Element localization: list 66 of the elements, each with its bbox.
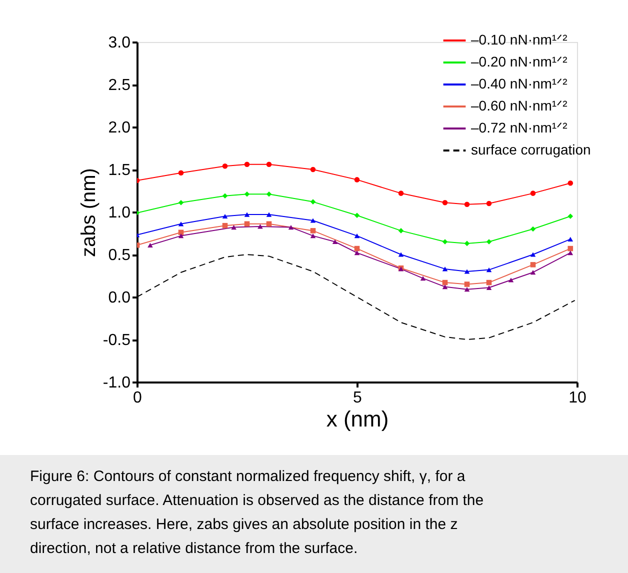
point <box>310 234 316 238</box>
point <box>244 162 250 168</box>
point <box>310 228 316 234</box>
point <box>464 282 470 287</box>
point <box>148 242 153 248</box>
point <box>222 214 228 219</box>
point <box>231 225 236 230</box>
legend-label: surface corrugation <box>471 142 591 158</box>
y-tick-label: 3.0 <box>108 34 131 52</box>
point <box>464 287 470 292</box>
point <box>464 269 470 274</box>
x-axis-title: x (nm) <box>326 406 389 432</box>
point <box>486 285 492 290</box>
point <box>354 177 360 182</box>
y-tick-label: 1.5 <box>108 162 131 179</box>
y-tick-label: -0.5 <box>102 332 131 349</box>
point <box>442 266 448 272</box>
point <box>244 212 250 217</box>
x-tick-label: 5 <box>353 390 362 406</box>
point <box>442 284 448 290</box>
point <box>398 190 404 196</box>
point <box>354 250 360 256</box>
y-tick-label: 2.0 <box>108 120 131 136</box>
y-tick-label: 0.5 <box>108 247 131 264</box>
point <box>530 262 536 268</box>
legend-label: –0.60 nN·nm¹ᐟ² <box>471 98 568 114</box>
point <box>178 170 184 176</box>
point <box>530 252 536 257</box>
y-tick-label: 0.0 <box>108 290 131 306</box>
x-tick-label: 0 <box>133 390 142 406</box>
y-tick-label: 1.0 <box>108 204 131 222</box>
point <box>568 180 574 186</box>
caption: Figure 6: Contours of constant normalized frequency shift, γ, for a corrugated surface. Attenuation is observed as the distance from the surface increases. Here, zabs gives an absolute position in the z direction, not a relative distance from the surface. <box>30 468 484 557</box>
point <box>354 212 360 218</box>
point <box>442 200 448 206</box>
point <box>332 239 338 244</box>
x-tick-label: 10 <box>568 390 586 406</box>
point <box>568 236 574 242</box>
legend-label: –0.72 nN·nm¹ᐟ² <box>471 120 568 136</box>
point <box>310 218 316 223</box>
y-axis-title: zabs (nm) <box>78 168 100 257</box>
point <box>508 278 514 282</box>
point <box>178 222 184 226</box>
point <box>288 225 294 230</box>
point <box>486 268 492 272</box>
point <box>266 162 272 168</box>
point <box>420 276 426 281</box>
y-tick-label: 2.5 <box>108 77 131 94</box>
point <box>568 250 574 256</box>
point <box>222 163 228 169</box>
point <box>266 212 272 217</box>
point <box>464 240 470 246</box>
point <box>310 166 316 172</box>
point <box>486 200 492 206</box>
point <box>530 270 536 275</box>
legend-label: –0.10 nN·nm¹ᐟ² <box>471 32 568 48</box>
point <box>398 252 404 257</box>
point <box>530 190 536 196</box>
point <box>178 234 184 238</box>
legend-label: –0.20 nN·nm¹ᐟ² <box>471 54 568 70</box>
point <box>354 234 360 238</box>
point <box>464 202 470 207</box>
point <box>530 226 536 232</box>
point <box>258 224 263 229</box>
y-tick-label: -1.0 <box>102 374 131 392</box>
legend-label: –0.40 nN·nm¹ᐟ² <box>471 76 568 92</box>
